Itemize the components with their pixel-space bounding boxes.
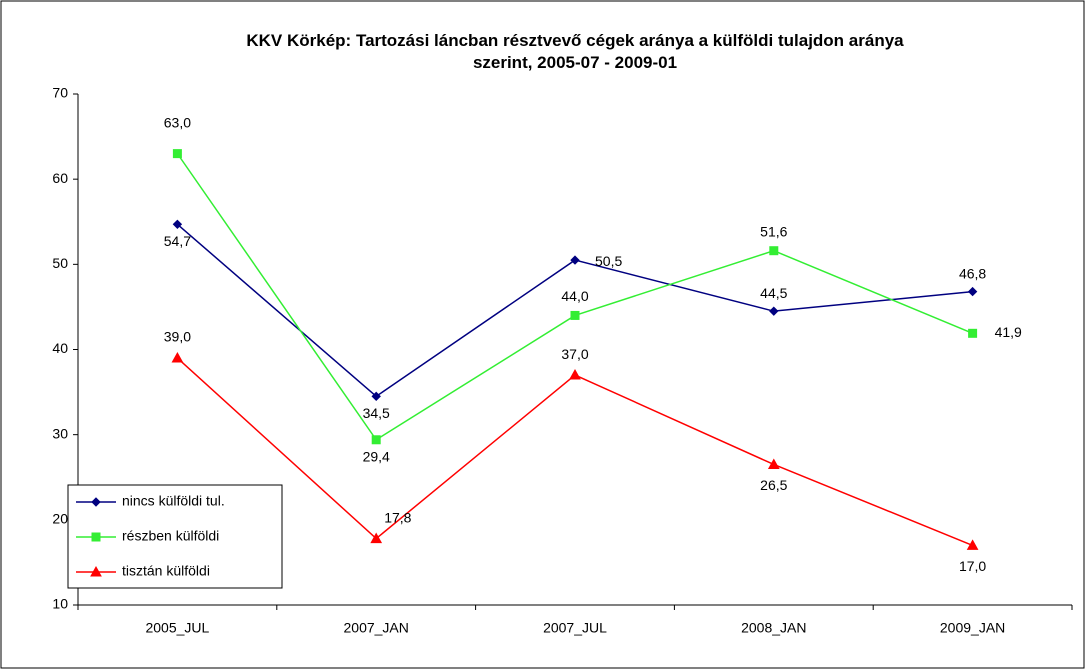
legend-label: tisztán külföldi <box>122 563 210 579</box>
marker <box>371 391 381 402</box>
marker <box>570 310 580 320</box>
marker <box>769 246 779 256</box>
marker <box>968 328 978 338</box>
marker <box>967 286 978 297</box>
marker <box>91 497 101 507</box>
data-label: 41,9 <box>995 324 1022 340</box>
y-tick-label: 50 <box>52 255 68 271</box>
legend-label: részben külföldi <box>122 528 219 544</box>
y-tick-label: 40 <box>52 340 68 356</box>
data-label: 39,0 <box>164 329 191 345</box>
marker <box>90 565 102 577</box>
data-label: 44,0 <box>561 288 588 304</box>
marker <box>172 219 183 230</box>
data-label: 44,5 <box>760 285 787 301</box>
y-tick-label: 60 <box>52 170 68 186</box>
data-label: 17,0 <box>959 558 986 574</box>
y-tick-label: 10 <box>52 596 68 612</box>
data-label: 63,0 <box>164 114 191 130</box>
data-label: 17,8 <box>384 509 411 525</box>
legend-label: nincs külföldi tul. <box>122 493 225 509</box>
data-label: 46,8 <box>959 265 986 281</box>
x-tick-label: 2008_JAN <box>741 620 806 636</box>
marker <box>569 369 581 380</box>
marker <box>570 255 580 265</box>
x-tick-label: 2009_JAN <box>940 620 1005 636</box>
marker <box>371 435 381 445</box>
marker <box>91 532 101 542</box>
chart-title: KKV Körkép: Tartozási láncban résztvevő … <box>246 31 904 72</box>
x-tick-label: 2007_JAN <box>344 620 409 636</box>
data-label: 29,4 <box>363 448 390 464</box>
y-tick-label: 30 <box>52 425 68 441</box>
data-label: 50,5 <box>595 253 622 269</box>
y-tick-label: 70 <box>52 85 68 101</box>
data-label: 37,0 <box>561 346 588 362</box>
marker <box>769 306 779 316</box>
data-label: 51,6 <box>760 223 787 239</box>
marker <box>966 539 979 550</box>
x-tick-label: 2005_JUL <box>145 620 209 636</box>
y-tick-label: 20 <box>52 511 68 527</box>
marker <box>172 149 182 159</box>
marker <box>767 458 780 469</box>
data-label: 26,5 <box>760 477 787 493</box>
x-tick-label: 2007_JUL <box>543 620 607 636</box>
data-label: 34,5 <box>363 405 390 421</box>
data-label: 54,7 <box>164 233 191 249</box>
marker <box>171 351 184 363</box>
marker <box>370 532 383 544</box>
